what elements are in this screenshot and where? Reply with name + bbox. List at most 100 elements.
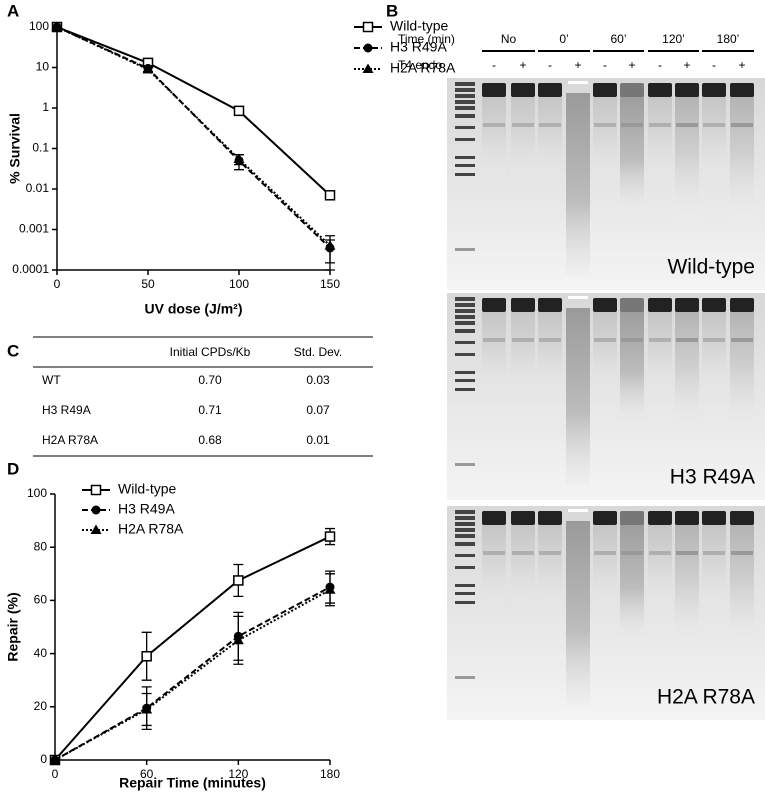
gel-smear (482, 312, 506, 392)
gel-band-faint (676, 551, 698, 555)
ladder-band (455, 329, 475, 333)
gel-band (511, 511, 535, 525)
ladder-band (455, 315, 475, 319)
ladder-band (455, 248, 475, 251)
x-axis-label: UV dose (J/m²) (144, 301, 242, 317)
gel-smear (511, 312, 535, 392)
table: Initial CPDs/Kb Std. Dev. WT 0.70 0.03 H… (33, 336, 373, 457)
gel-smear (566, 308, 590, 485)
table-cell: H3 R49A (42, 403, 91, 417)
gel-smear (675, 90, 699, 218)
gel-band (730, 83, 754, 97)
marker (233, 153, 245, 164)
gel-smear (482, 525, 506, 605)
gel-time-label: Time (min) (398, 32, 455, 46)
gel-band (538, 83, 562, 97)
legend-marker (363, 43, 373, 53)
ladder-band (455, 100, 475, 104)
ladder-band (455, 510, 475, 514)
gel-band (593, 83, 617, 97)
gel-smear (648, 97, 672, 177)
marker (141, 651, 152, 662)
marker (324, 190, 336, 201)
legend-marker (362, 21, 374, 33)
ladder-band (455, 297, 475, 301)
gel-smear (730, 90, 754, 218)
ladder-band (455, 309, 475, 313)
panel-label: D (7, 459, 19, 478)
ladder-band (455, 528, 475, 532)
ladder-band (455, 164, 475, 167)
y-tick-label: 0.001 (19, 222, 49, 236)
gel-smear (702, 97, 726, 177)
gel-time: No (501, 32, 517, 46)
marker (324, 531, 336, 542)
panel-label: A (7, 1, 19, 20)
gel-strain-label: H2A R78A (657, 686, 755, 709)
gel-smear (620, 518, 644, 636)
gel-band (538, 511, 562, 525)
gel-band (482, 83, 506, 97)
gel-endo-sign: + (628, 58, 635, 72)
gel-band-faint (621, 123, 643, 127)
ladder-band (455, 88, 475, 92)
ladder-band (455, 303, 475, 307)
gel-endo-sign: + (519, 58, 526, 72)
y-tick-label: 80 (34, 539, 48, 553)
y-tick-label: 60 (34, 593, 48, 607)
gel-smear (620, 305, 644, 419)
x-axis-label: Repair Time (minutes) (119, 775, 266, 791)
gel-time: 0’ (559, 32, 568, 46)
table-cell: H2A R78A (42, 433, 98, 447)
series-line (56, 26, 331, 247)
ladder-band (455, 592, 475, 595)
gel-smear (482, 97, 506, 177)
x-tick-label: 60 (140, 767, 154, 781)
marker (141, 703, 153, 714)
x-tick-label: 120 (228, 767, 248, 781)
gel-smear (538, 97, 562, 177)
ladder-band (455, 321, 475, 325)
ladder-band (455, 388, 475, 391)
gel-band (511, 298, 535, 312)
table-cell: WT (42, 373, 61, 387)
gel-band (702, 83, 726, 97)
gel-endo-sign: + (574, 58, 581, 72)
gel-smear (620, 90, 644, 207)
ladder-band (455, 341, 475, 344)
ladder-band (455, 463, 475, 466)
ladder-band (455, 371, 475, 374)
gel-band (675, 511, 699, 525)
ladder-band (455, 94, 475, 98)
gel-band-faint (731, 551, 753, 555)
ladder-band (455, 554, 475, 557)
gel-band (675, 83, 699, 97)
gel-endo-sign: + (738, 58, 745, 72)
gel-endo-sign: - (548, 58, 552, 72)
gel-band (648, 83, 672, 97)
legend-marker (362, 63, 374, 73)
gel-smear (566, 521, 590, 705)
gel-well (568, 81, 588, 84)
gel-time: 180’ (717, 32, 740, 46)
gel-band (620, 298, 644, 312)
gel-band (648, 298, 672, 312)
marker (324, 240, 336, 250)
gel-endo-sign: - (492, 58, 496, 72)
ladder-band (455, 584, 475, 587)
panel-label: C (7, 341, 19, 360)
ladder-band (455, 106, 475, 110)
y-tick-label: 10 (36, 60, 50, 74)
legend-label: Wild-type (118, 481, 177, 497)
gel-image (447, 78, 765, 720)
y-tick-label: 20 (34, 699, 48, 713)
gel-smear (675, 305, 699, 430)
marker (232, 634, 244, 645)
gel-smear (648, 525, 672, 605)
y-tick-label: 0 (40, 752, 47, 766)
x-tick-label: 150 (320, 277, 340, 291)
y-tick-label: 100 (27, 486, 47, 500)
marker (49, 754, 61, 764)
ladder-band (455, 516, 475, 520)
y-tick-label: 0.0001 (12, 262, 49, 276)
